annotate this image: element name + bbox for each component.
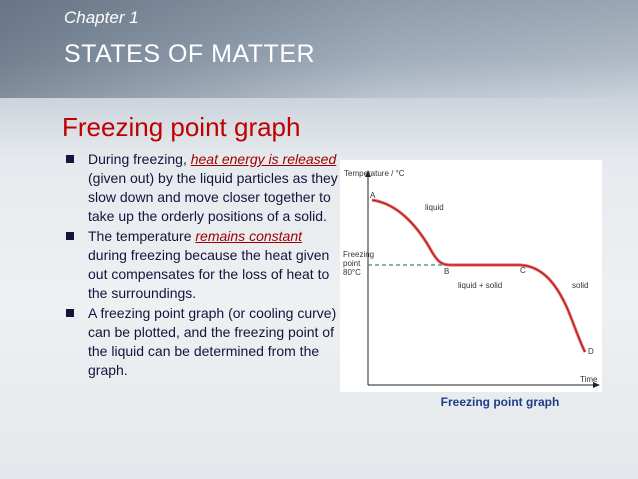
point-label: A xyxy=(370,191,376,200)
bullet: During freezing, heat energy is released… xyxy=(66,150,341,226)
slide-title: Freezing point graph xyxy=(62,112,301,142)
header-band xyxy=(0,0,638,98)
region-label: liquid xyxy=(425,203,444,212)
cooling-curve-core xyxy=(371,199,586,353)
emphasis-text: remains constant xyxy=(195,228,302,244)
freezing-label: Freezing xyxy=(343,250,374,259)
figure-caption: Freezing point graph xyxy=(440,395,560,409)
bullet-text: A freezing point graph (or cooling curve… xyxy=(88,305,337,378)
y-arrow xyxy=(365,170,371,177)
freezing-label: point xyxy=(343,259,361,268)
chapter-label: Chapter 1 xyxy=(64,8,139,27)
point-label: B xyxy=(444,267,449,276)
x-arrow xyxy=(593,382,600,388)
freezing-label: 80°C xyxy=(343,268,361,277)
bullet: A freezing point graph (or cooling curve… xyxy=(66,304,341,380)
region-label: solid xyxy=(572,281,588,290)
bullet-text: During freezing, xyxy=(88,151,191,167)
bullet-text: The temperature xyxy=(88,228,196,244)
bullet-text: during freezing because the heat given o… xyxy=(88,247,330,301)
slide-header-title: STATES OF MATTER xyxy=(64,40,316,68)
bullet-text: (given out) by the liquid particles as t… xyxy=(88,170,338,224)
emphasis-text: heat energy is released xyxy=(190,151,337,167)
figure-background xyxy=(340,160,602,392)
y-axis-label: Temperature / °C xyxy=(344,169,405,178)
x-axis-label: Time xyxy=(580,375,598,384)
region-label: liquid + solid xyxy=(458,281,502,290)
bullet: The temperature remains constant during … xyxy=(66,227,341,303)
point-label: C xyxy=(520,266,526,275)
point-label: D xyxy=(588,347,594,356)
bullet-list: During freezing, heat energy is released… xyxy=(66,150,341,381)
